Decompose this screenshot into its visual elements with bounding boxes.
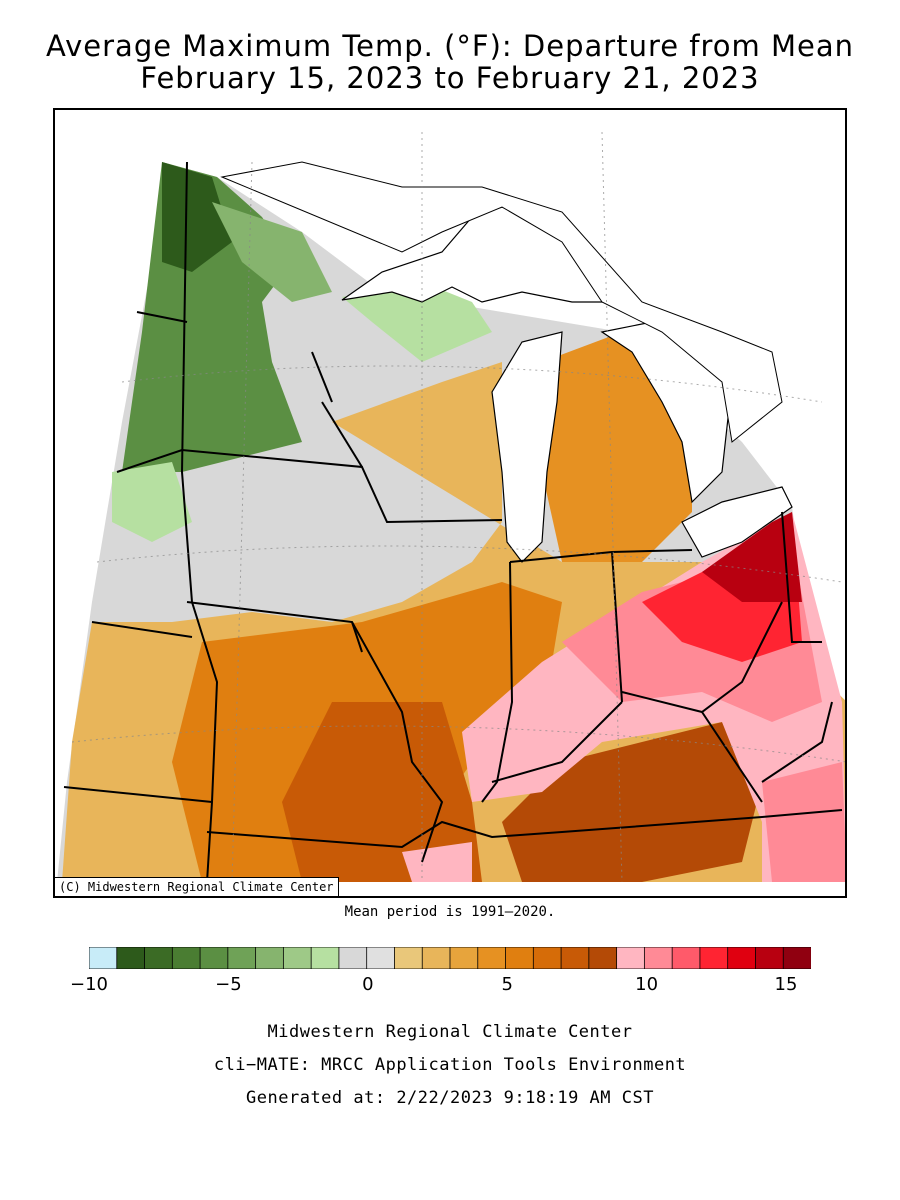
footer-tool-name: cli−MATE: MRCC Application Tools Environ… xyxy=(213,1055,687,1075)
legend-swatch xyxy=(588,947,618,969)
legend-swatch xyxy=(255,947,285,969)
legend-swatch xyxy=(310,947,340,969)
legend-swatch xyxy=(477,947,507,969)
legend-swatch xyxy=(699,947,729,969)
map-date-range: February 15, 2023 to February 21, 2023 xyxy=(140,61,760,95)
canada-ontario xyxy=(220,161,783,443)
legend-swatch xyxy=(199,947,229,969)
legend-tick-label: 5 xyxy=(501,974,513,995)
legend-swatch xyxy=(449,947,479,969)
legend-swatch xyxy=(643,947,673,969)
region-darkest-green xyxy=(162,162,232,272)
region-salmon-east xyxy=(762,762,845,882)
legend-swatch xyxy=(755,947,784,969)
lake-erie xyxy=(681,486,793,558)
region-dark-orange xyxy=(282,702,482,882)
temperature-departure-map xyxy=(57,131,845,883)
lat-lon-grid xyxy=(71,131,845,883)
footer-organization: Midwestern Regional Climate Center xyxy=(267,1022,633,1042)
region-mid-green xyxy=(212,202,332,302)
legend-swatch xyxy=(782,947,811,969)
legend-swatch xyxy=(89,947,118,969)
region-light-green-wi xyxy=(342,282,492,362)
legend-swatch xyxy=(616,947,646,969)
lake-michigan xyxy=(491,331,563,563)
color-legend xyxy=(89,947,811,969)
legend-tick-label: −10 xyxy=(70,974,108,995)
map-title: Average Maximum Temp. (°F): Departure fr… xyxy=(45,29,855,63)
legend-tick-label: 10 xyxy=(635,974,659,995)
legend-tick-labels: −10 −5 0 5 10 15 xyxy=(0,974,900,998)
region-dark-red xyxy=(702,512,802,602)
legend-swatch xyxy=(116,947,146,969)
legend-tick-label: 15 xyxy=(774,974,798,995)
legend-swatch xyxy=(171,947,201,969)
region-light-green-sd xyxy=(112,462,192,542)
legend-tick-label: 0 xyxy=(362,974,374,995)
legend-swatch xyxy=(727,947,757,969)
mean-period-note: Mean period is 1991–2020. xyxy=(344,904,556,920)
legend-swatch xyxy=(560,947,590,969)
legend-swatch xyxy=(338,947,368,969)
legend-swatch xyxy=(366,947,396,969)
map-panel: (C) Midwestern Regional Climate Center xyxy=(53,108,847,898)
legend-swatch xyxy=(394,947,423,969)
footer-generated-time: Generated at: 2/22/2023 9:18:19 AM CST xyxy=(246,1088,654,1108)
legend-swatch xyxy=(282,947,312,969)
legend-swatch xyxy=(505,947,535,969)
copyright-label: (C) Midwestern Regional Climate Center xyxy=(55,877,339,896)
legend-tick-label: −5 xyxy=(215,974,242,995)
legend-swatch xyxy=(144,947,174,969)
legend-swatch xyxy=(421,947,451,969)
legend-swatch xyxy=(532,947,562,969)
legend-swatch xyxy=(671,947,701,969)
legend-swatch xyxy=(227,947,257,969)
region-pink-south xyxy=(402,842,472,882)
state-boundaries xyxy=(63,161,843,883)
